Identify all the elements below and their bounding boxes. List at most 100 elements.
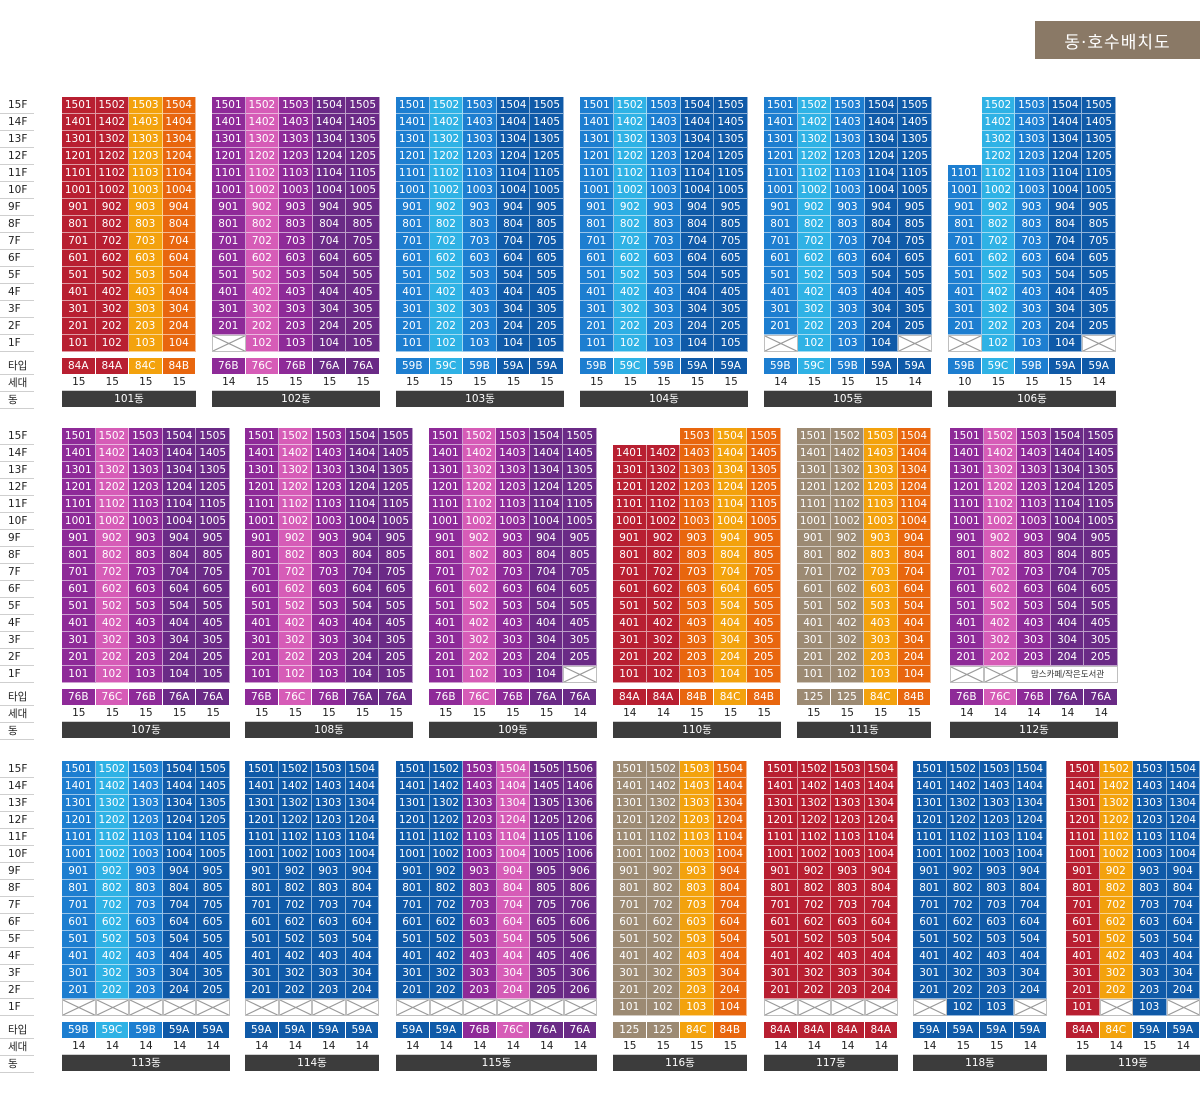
unit-cell[interactable]: 201 <box>396 318 430 335</box>
unit-cell[interactable]: 1204 <box>1048 148 1083 165</box>
unit-cell[interactable]: 601 <box>948 250 982 267</box>
unit-cell[interactable]: 402 <box>278 615 313 632</box>
unit-cell[interactable]: 1404 <box>713 778 747 795</box>
unit-cell[interactable]: 1302 <box>646 795 680 812</box>
unit-cell[interactable]: 1303 <box>680 795 714 812</box>
unit-cell[interactable]: 301 <box>396 301 430 318</box>
unit-cell[interactable]: 402 <box>981 284 1016 301</box>
unit-cell[interactable]: 703 <box>647 233 681 250</box>
unit-cell[interactable]: 301 <box>948 301 982 318</box>
unit-cell[interactable]: 704 <box>1013 897 1047 914</box>
unit-cell[interactable]: 602 <box>245 250 280 267</box>
unit-cell[interactable]: 1002 <box>646 513 681 530</box>
unit-cell[interactable]: 804 <box>162 216 196 233</box>
unit-cell[interactable]: 102 <box>646 999 680 1016</box>
unit-cell[interactable]: 301 <box>245 965 279 982</box>
unit-cell[interactable]: 704 <box>713 564 748 581</box>
unit-cell[interactable]: 501 <box>396 267 430 284</box>
unit-cell[interactable]: 1003 <box>1133 846 1167 863</box>
unit-cell[interactable]: 903 <box>647 199 681 216</box>
unit-cell[interactable]: 1003 <box>463 846 497 863</box>
unit-cell[interactable]: 403 <box>831 948 865 965</box>
unit-cell[interactable]: 1304 <box>864 131 899 148</box>
unit-cell[interactable]: 1004 <box>713 513 748 530</box>
unit-cell[interactable]: 1504 <box>162 428 197 445</box>
unit-cell[interactable]: 1502 <box>613 97 648 114</box>
unit-cell[interactable]: 605 <box>563 581 597 598</box>
unit-cell[interactable]: 1105 <box>747 496 781 513</box>
unit-cell[interactable]: 1402 <box>278 445 313 462</box>
unit-cell[interactable]: 404 <box>713 615 748 632</box>
unit-cell[interactable]: 1505 <box>379 428 413 445</box>
unit-cell[interactable]: 204 <box>713 982 747 999</box>
unit-cell[interactable]: 303 <box>647 301 681 318</box>
unit-cell[interactable]: 203 <box>463 982 497 999</box>
unit-cell[interactable]: 1304 <box>713 462 748 479</box>
unit-cell[interactable]: 1402 <box>278 778 312 795</box>
unit-cell[interactable]: 304 <box>312 301 347 318</box>
unit-cell[interactable]: 503 <box>312 598 346 615</box>
unit-cell[interactable]: 704 <box>162 564 197 581</box>
unit-cell[interactable]: 504 <box>312 267 347 284</box>
unit-cell[interactable]: 1002 <box>946 846 980 863</box>
unit-cell[interactable]: 803 <box>864 547 898 564</box>
unit-cell[interactable]: 505 <box>1084 598 1118 615</box>
unit-cell[interactable]: 603 <box>312 581 346 598</box>
unit-cell[interactable]: 302 <box>429 301 464 318</box>
unit-cell[interactable]: 1405 <box>196 778 230 795</box>
unit-cell[interactable]: 804 <box>496 880 530 897</box>
unit-cell[interactable]: 504 <box>1166 931 1200 948</box>
unit-cell[interactable]: 1102 <box>797 829 831 846</box>
unit-cell[interactable]: 201 <box>948 318 982 335</box>
unit-cell[interactable]: 605 <box>747 581 781 598</box>
unit-cell[interactable]: 801 <box>764 880 798 897</box>
unit-cell[interactable]: 303 <box>864 632 898 649</box>
unit-cell[interactable]: 301 <box>62 965 96 982</box>
unit-cell[interactable]: 1103 <box>680 496 714 513</box>
unit-cell[interactable]: 1305 <box>1084 462 1118 479</box>
unit-cell[interactable]: 801 <box>580 216 614 233</box>
unit-cell[interactable]: 804 <box>162 547 197 564</box>
unit-cell[interactable]: 1503 <box>129 428 163 445</box>
unit-cell[interactable]: 1502 <box>429 97 464 114</box>
unit-cell[interactable]: 903 <box>980 863 1014 880</box>
unit-cell[interactable]: 305 <box>898 301 932 318</box>
unit-cell[interactable]: 401 <box>62 284 96 301</box>
unit-cell[interactable]: 403 <box>129 615 163 632</box>
unit-cell[interactable]: 605 <box>196 914 230 931</box>
unit-cell[interactable]: 603 <box>1015 250 1049 267</box>
unit-cell[interactable]: 304 <box>162 965 197 982</box>
unit-cell[interactable]: 1105 <box>714 165 748 182</box>
unit-cell[interactable]: 1404 <box>162 445 197 462</box>
unit-cell[interactable]: 1102 <box>429 829 463 846</box>
unit-cell[interactable]: 1001 <box>764 182 798 199</box>
unit-cell[interactable]: 405 <box>898 284 932 301</box>
unit-cell[interactable]: 605 <box>1082 250 1116 267</box>
unit-cell[interactable]: 401 <box>580 284 614 301</box>
unit-cell[interactable]: 801 <box>62 880 96 897</box>
unit-cell[interactable]: 903 <box>1133 863 1167 880</box>
unit-cell[interactable]: 1002 <box>983 513 1018 530</box>
unit-cell[interactable]: 201 <box>62 649 96 666</box>
unit-cell[interactable]: 1303 <box>463 795 497 812</box>
unit-cell[interactable]: 1303 <box>312 462 346 479</box>
unit-cell[interactable]: 303 <box>129 301 163 318</box>
unit-cell[interactable]: 904 <box>1048 199 1083 216</box>
unit-cell[interactable]: 502 <box>95 267 129 284</box>
unit-cell[interactable]: 702 <box>95 564 130 581</box>
unit-cell[interactable]: 1303 <box>680 462 714 479</box>
unit-cell[interactable]: 1102 <box>983 496 1018 513</box>
unit-cell[interactable]: 1001 <box>245 846 279 863</box>
unit-cell[interactable]: 1303 <box>864 462 898 479</box>
unit-cell[interactable]: 905 <box>747 530 781 547</box>
unit-cell[interactable]: 803 <box>496 547 530 564</box>
unit-cell[interactable]: 803 <box>279 216 313 233</box>
unit-cell[interactable]: 404 <box>1013 948 1047 965</box>
unit-cell[interactable]: 501 <box>245 598 279 615</box>
unit-cell[interactable]: 404 <box>529 615 564 632</box>
unit-cell[interactable]: 1404 <box>1013 778 1047 795</box>
unit-cell[interactable]: 703 <box>129 233 163 250</box>
unit-cell[interactable]: 302 <box>95 301 129 318</box>
unit-cell[interactable]: 201 <box>62 318 96 335</box>
unit-cell[interactable]: 901 <box>764 863 798 880</box>
